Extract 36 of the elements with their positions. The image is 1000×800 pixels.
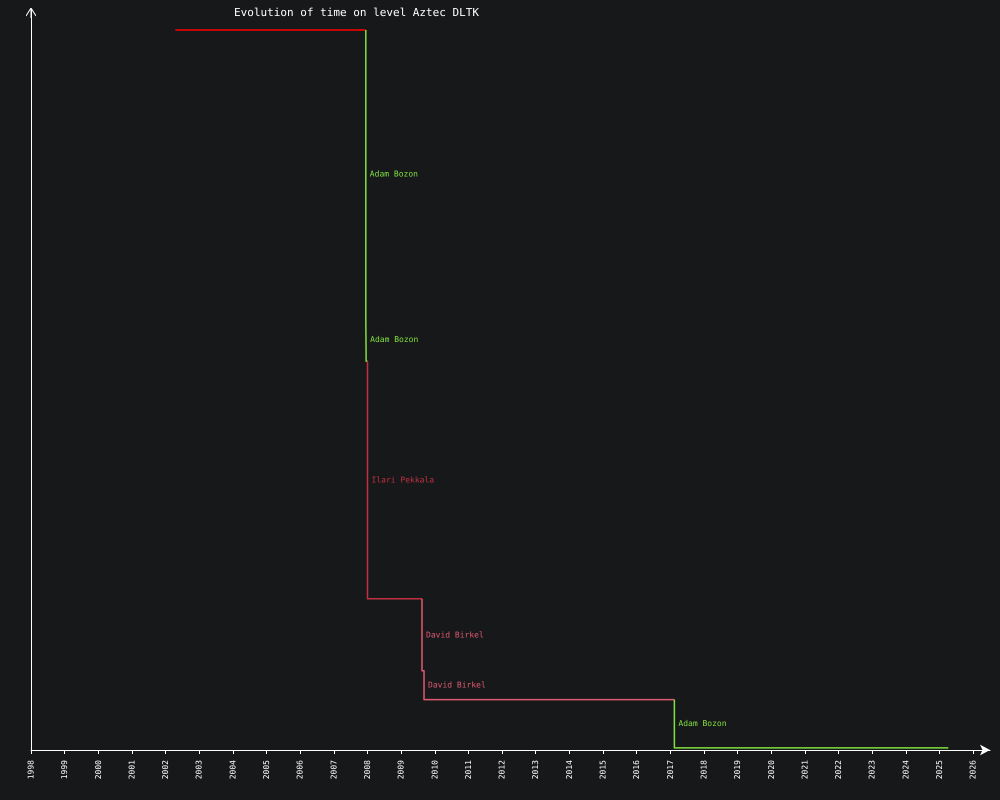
x-tick-label: 2022 bbox=[834, 760, 844, 780]
series-label: Ilari Pekkala bbox=[371, 476, 434, 484]
x-tick-label: 2014 bbox=[564, 760, 574, 780]
x-tick-label: 2018 bbox=[699, 760, 708, 780]
x-tick-label: 2006 bbox=[296, 760, 305, 780]
x-tick-label: 1999 bbox=[60, 760, 70, 780]
x-tick-label: 2011 bbox=[464, 760, 473, 780]
x-tick-label: 2017 bbox=[666, 760, 675, 780]
chart-title: Evolution of time on level Aztec DLTK bbox=[234, 6, 480, 19]
x-tick-label: 2015 bbox=[598, 760, 608, 780]
x-tick-label: 2000 bbox=[94, 760, 103, 780]
x-tick-label: 2024 bbox=[901, 760, 910, 780]
x-tick-label: 2013 bbox=[531, 760, 540, 780]
series-label: Adam Bozon bbox=[370, 170, 418, 178]
x-tick-label: 2019 bbox=[733, 760, 742, 780]
x-tick-label: 1998 bbox=[26, 760, 36, 780]
x-tick-label: 2001 bbox=[127, 760, 136, 780]
text: David Birkel bbox=[428, 680, 486, 690]
x-tick-label: 2002 bbox=[161, 760, 170, 780]
x-tick-label: 2025 bbox=[935, 760, 944, 780]
series-label: David Birkel bbox=[426, 630, 484, 640]
x-tick-label: 2026 bbox=[968, 760, 978, 780]
x-tick-label: 2021 bbox=[800, 760, 810, 780]
x-tick-label: 2016 bbox=[632, 760, 642, 780]
x-tick-label: 2003 bbox=[194, 760, 204, 780]
x-tick-label: 2009 bbox=[396, 760, 406, 780]
x-tick-label: 2004 bbox=[228, 760, 238, 780]
series-label: Adam Bozon bbox=[678, 719, 727, 728]
x-tick-label: 2023 bbox=[868, 760, 877, 780]
x-tick-label: 2020 bbox=[766, 760, 776, 780]
x-tick-label: 2008 bbox=[362, 760, 372, 780]
x-tick-label: 2007 bbox=[329, 760, 338, 780]
x-tick-label: 2012 bbox=[498, 760, 507, 780]
text: Adam Bozon bbox=[370, 335, 418, 344]
x-tick-label: 2010 bbox=[430, 760, 440, 780]
x-tick-label: 2005 bbox=[262, 760, 272, 780]
